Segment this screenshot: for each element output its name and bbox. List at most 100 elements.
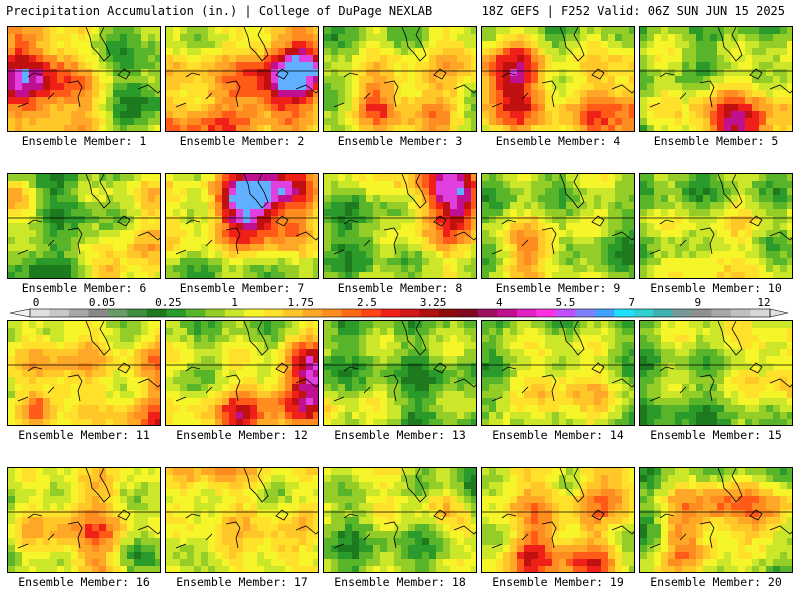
ensemble-member-map bbox=[165, 320, 319, 426]
colorbar-swatch bbox=[497, 309, 518, 317]
ensemble-member-label: Ensemble Member: 17 bbox=[176, 575, 308, 589]
colorbar-tick-label: 1 bbox=[231, 297, 238, 309]
precip-field bbox=[482, 174, 634, 278]
precip-field bbox=[324, 321, 476, 425]
colorbar-swatch bbox=[205, 309, 226, 317]
precip-field bbox=[640, 174, 792, 278]
colorbar-swatch bbox=[146, 309, 167, 317]
ensemble-member-map bbox=[639, 173, 793, 279]
ensemble-member-map bbox=[323, 173, 477, 279]
ensemble-member-label: Ensemble Member: 1 bbox=[21, 134, 147, 148]
colorbar-swatch bbox=[516, 309, 537, 317]
ensemble-member-label: Ensemble Member: 18 bbox=[334, 575, 466, 589]
colorbar-swatch bbox=[283, 309, 303, 317]
coastline bbox=[333, 468, 476, 549]
ensemble-member-map bbox=[639, 467, 793, 573]
ensemble-member-label: Ensemble Member: 15 bbox=[650, 428, 782, 442]
ensemble-member-label: Ensemble Member: 4 bbox=[495, 134, 621, 148]
precip-field bbox=[324, 468, 476, 572]
colorbar-min-arrow bbox=[9, 308, 31, 318]
colorbar-swatch bbox=[633, 309, 654, 317]
ensemble-member-label: Ensemble Member: 20 bbox=[650, 575, 782, 589]
colorbar-swatch bbox=[458, 309, 479, 317]
colorbar-swatch bbox=[302, 309, 323, 317]
map-title: Precipitation Accumulation (in.) | Colle… bbox=[6, 4, 433, 18]
ensemble-member-map bbox=[7, 26, 161, 132]
colorbar-tick-label: 0.25 bbox=[155, 297, 182, 309]
precip-field bbox=[482, 321, 634, 425]
colorbar-swatch bbox=[322, 309, 342, 317]
precip-field bbox=[166, 27, 318, 131]
colorbar-swatch bbox=[711, 309, 732, 317]
colorbar-max-arrow bbox=[769, 308, 789, 318]
colorbar-swatch bbox=[555, 309, 576, 317]
ensemble-member-map bbox=[165, 26, 319, 132]
ensemble-member-label: Ensemble Member: 6 bbox=[21, 281, 147, 295]
colorbar-swatch bbox=[166, 309, 187, 317]
colorbar-swatch bbox=[49, 309, 70, 317]
colorbar-tick-label: 4 bbox=[496, 297, 503, 309]
colorbar-swatch bbox=[88, 309, 109, 317]
coastline bbox=[333, 27, 476, 108]
precip-field bbox=[640, 468, 792, 572]
colorbar-tick-label: 0.05 bbox=[89, 297, 116, 309]
precip-field bbox=[166, 321, 318, 425]
colorbar-legend: 0 0.05 0.25 1 1.75 2.5 3.25 4 5.5 7 9 12 bbox=[9, 297, 789, 318]
ensemble-member-label: Ensemble Member: 7 bbox=[179, 281, 305, 295]
colorbar-tick-label: 2.5 bbox=[357, 297, 377, 309]
colorbar-swatch bbox=[380, 309, 401, 317]
coastline bbox=[17, 321, 160, 402]
precip-field bbox=[8, 468, 160, 572]
ensemble-member-label: Ensemble Member: 16 bbox=[18, 575, 150, 589]
coastline bbox=[17, 174, 160, 255]
colorbar-swatch bbox=[244, 309, 264, 317]
coastline bbox=[175, 321, 318, 402]
colorbar-swatch bbox=[594, 309, 615, 317]
precip-field bbox=[8, 27, 160, 131]
coastline bbox=[649, 321, 792, 402]
coastline bbox=[333, 321, 476, 402]
ensemble-member-map bbox=[481, 26, 635, 132]
ensemble-member-label: Ensemble Member: 5 bbox=[653, 134, 779, 148]
ensemble-member-label: Ensemble Member: 14 bbox=[492, 428, 624, 442]
colorbar-swatch bbox=[185, 309, 206, 317]
ensemble-member-map bbox=[639, 26, 793, 132]
ensemble-member-label: Ensemble Member: 2 bbox=[179, 134, 305, 148]
ensemble-member-label: Ensemble Member: 3 bbox=[337, 134, 463, 148]
precip-field bbox=[640, 321, 792, 425]
colorbar-swatch bbox=[438, 309, 459, 317]
precip-field bbox=[324, 174, 476, 278]
coastline bbox=[333, 174, 476, 255]
precip-field bbox=[324, 27, 476, 131]
colorbar-tick-label: 0 bbox=[33, 297, 40, 309]
coastline bbox=[649, 174, 792, 255]
colorbar-swatch bbox=[614, 309, 634, 317]
colorbar-tick-label: 9 bbox=[695, 297, 702, 309]
ensemble-member-map bbox=[7, 173, 161, 279]
ensemble-member-label: Ensemble Member: 9 bbox=[495, 281, 621, 295]
colorbar-swatch bbox=[750, 309, 771, 317]
colorbar-swatch bbox=[419, 309, 440, 317]
colorbar-swatch bbox=[400, 309, 420, 317]
ensemble-member-map bbox=[639, 320, 793, 426]
colorbar-swatch bbox=[107, 309, 128, 317]
ensemble-member-map bbox=[165, 173, 319, 279]
colorbar-swatch bbox=[575, 309, 596, 317]
ensemble-member-label: Ensemble Member: 8 bbox=[337, 281, 463, 295]
ensemble-member-label: Ensemble Member: 13 bbox=[334, 428, 466, 442]
ensemble-member-map bbox=[323, 467, 477, 573]
coastline bbox=[175, 27, 318, 108]
ensemble-member-label: Ensemble Member: 12 bbox=[176, 428, 308, 442]
colorbar-swatch bbox=[653, 309, 673, 317]
coastline bbox=[649, 27, 792, 108]
precip-field bbox=[166, 174, 318, 278]
colorbar-swatch bbox=[224, 309, 245, 317]
precip-field bbox=[482, 27, 634, 131]
colorbar-swatch bbox=[536, 309, 557, 317]
precip-field bbox=[640, 27, 792, 131]
ensemble-member-map bbox=[323, 26, 477, 132]
colorbar-swatch bbox=[477, 309, 498, 317]
precip-field bbox=[8, 174, 160, 278]
coastline bbox=[649, 468, 792, 549]
model-run-info: 18Z GEFS | F252 Valid: 06Z SUN JUN 15 20… bbox=[481, 4, 785, 18]
